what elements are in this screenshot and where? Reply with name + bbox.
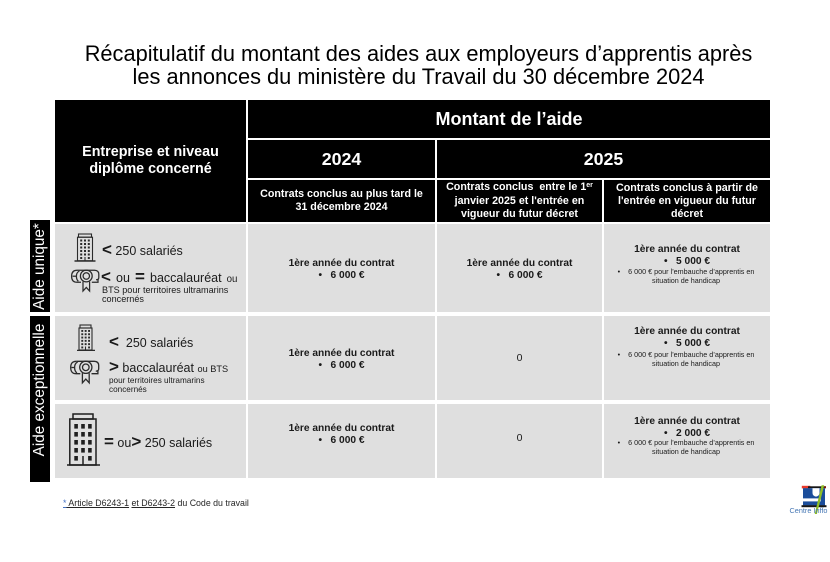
svg-text:Centre Inffo: Centre Inffo bbox=[790, 506, 828, 515]
